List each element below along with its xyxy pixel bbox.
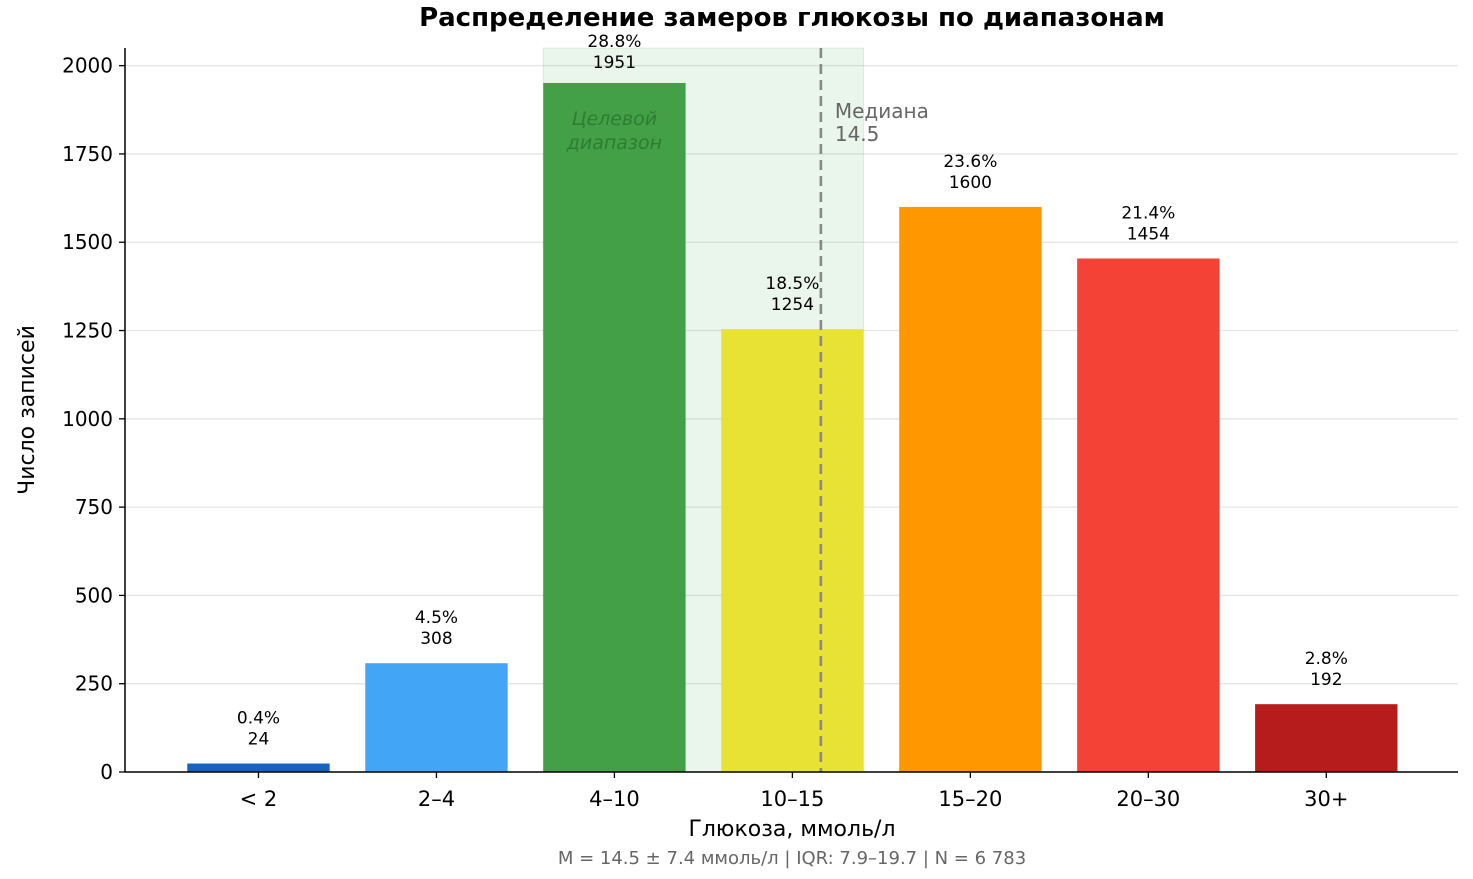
x-tick-label: 10–15 xyxy=(760,787,824,811)
y-tick-label: 250 xyxy=(75,672,113,696)
median-value: 14.5 xyxy=(835,122,880,146)
x-tick-label: 30+ xyxy=(1304,787,1348,811)
bar-percent-label: 2.8% xyxy=(1305,649,1348,669)
bar-0 xyxy=(187,763,330,772)
data-labels: 0.4%24 4.5%308 28.8%1951 18.5%1254 23.6%1600… xyxy=(237,32,1348,750)
bar-percent-label: 4.5% xyxy=(415,608,458,628)
y-tick-label: 2000 xyxy=(62,54,113,78)
bar-percent-label: 23.6% xyxy=(943,152,997,172)
bar-2 xyxy=(543,82,686,772)
bar-4 xyxy=(899,206,1042,773)
bar-percent-label: 28.8% xyxy=(587,32,641,52)
y-tick-label: 0 xyxy=(100,760,113,784)
y-axis-label: Число записей xyxy=(15,325,40,495)
bar-value-label: 1951 xyxy=(593,53,636,73)
median-label: Медиана xyxy=(835,99,929,123)
target-range-label: диапазон xyxy=(566,132,662,154)
bar-1 xyxy=(365,663,508,772)
x-tick-label: 4–10 xyxy=(589,787,640,811)
bars xyxy=(187,82,1398,773)
x-tick-label: 2–4 xyxy=(418,787,455,811)
bar-percent-label: 18.5% xyxy=(765,274,819,294)
y-tick-label: 500 xyxy=(75,583,113,607)
bar-6 xyxy=(1255,704,1398,772)
bar-value-label: 24 xyxy=(248,730,270,750)
bar-percent-label: 0.4% xyxy=(237,709,280,729)
bar-percent-label: 21.4% xyxy=(1121,203,1175,223)
y-tick-label: 1250 xyxy=(62,319,113,343)
bar-5 xyxy=(1077,258,1220,772)
target-range-label: Целевой xyxy=(572,108,657,130)
y-tick-label: 750 xyxy=(75,495,113,519)
y-tick-label: 1750 xyxy=(62,142,113,166)
y-tick-label: 1500 xyxy=(62,230,113,254)
bar-3 xyxy=(721,329,864,772)
x-tick-label: 15–20 xyxy=(938,787,1002,811)
x-axis-label: Глюкоза, ммоль/л xyxy=(688,817,895,842)
bar-value-label: 1600 xyxy=(949,173,992,193)
x-tick-label: 20–30 xyxy=(1116,787,1180,811)
bar-value-label: 308 xyxy=(420,629,452,649)
axes: 0 250 500 750 1000 1250 1500 1750 2000 < 2 2–4 4–10… xyxy=(62,48,1458,811)
y-tick-label: 1000 xyxy=(62,407,113,431)
bar-value-label: 192 xyxy=(1310,670,1342,690)
bar-value-label: 1254 xyxy=(771,295,814,315)
stats-subtitle: M = 14.5 ± 7.4 ммоль/л | IQR: 7.9–19.7 |… xyxy=(558,848,1026,869)
chart-title: Распределение замеров глюкозы по диапазо… xyxy=(419,3,1165,33)
bar-value-label: 1454 xyxy=(1127,224,1170,244)
x-tick-label: < 2 xyxy=(240,787,278,811)
